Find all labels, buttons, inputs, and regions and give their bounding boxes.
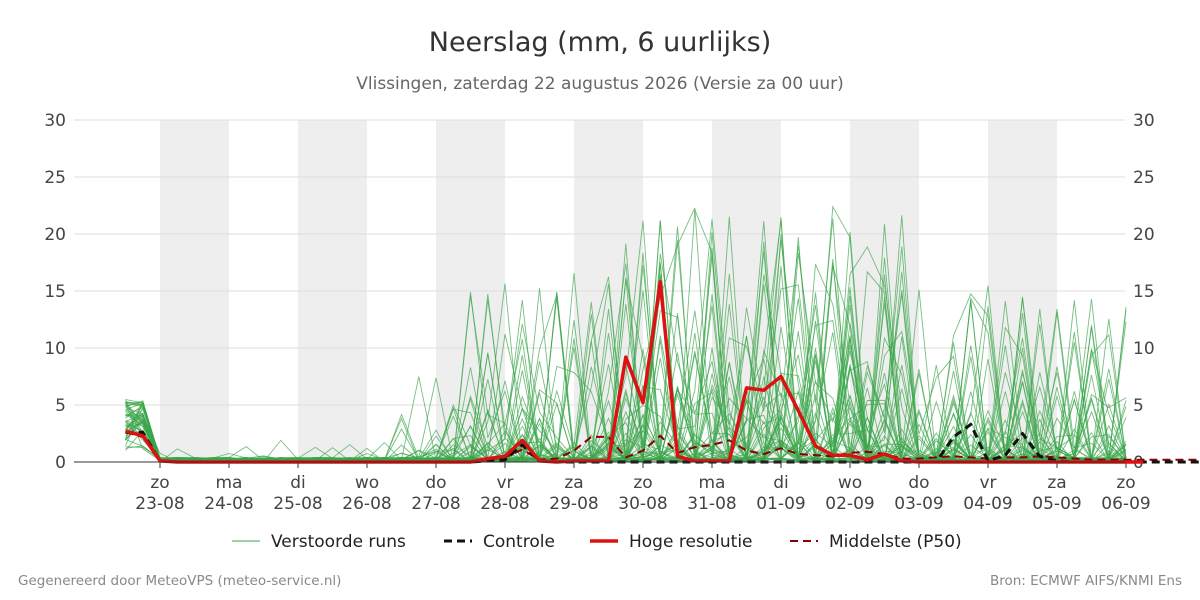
x-tick-date-23-08: 23-08 [135,494,184,514]
y-tick-left-15: 15 [44,282,66,302]
y-tick-right-15: 15 [1133,282,1155,302]
x-tick-date-28-08: 28-08 [480,494,529,514]
x-tick-date-24-08: 24-08 [204,494,253,514]
horizontal-gridlines [74,119,1125,406]
x-tick-date-27-08: 27-08 [411,494,460,514]
legend-label-hires: Hoge resolutie [629,532,753,552]
x-tick-day-24-08: ma [216,473,243,493]
x-tick-day-30-08: zo [633,473,652,493]
chart-title: Neerslag (mm, 6 uurlijks) [429,27,771,58]
x-tick-day-03-09: do [908,473,929,493]
y-tick-right-10: 10 [1133,339,1155,359]
x-tick-date-30-08: 30-08 [618,494,667,514]
x-tick-date-25-08: 25-08 [273,494,322,514]
x-tick-date-02-09: 02-09 [825,494,874,514]
x-tick-date-04-09: 04-09 [963,494,1012,514]
x-tick-day-02-09: wo [838,473,862,493]
x-tick-day-05-09: za [1047,473,1066,493]
y-tick-left-0: 0 [55,453,66,473]
legend-item-hires: Hoge resolutie [590,532,753,552]
footer-generator: Gegenereerd door MeteoVPS (meteo-service… [18,573,341,589]
x-tick-date-06-09: 06-09 [1101,494,1150,514]
x-tick-day-23-08: zo [150,473,169,493]
legend-item-control: Controle [444,532,555,552]
legend-item-perturbed: Verstoorde runs [232,532,406,552]
x-axis-ticks: zo23-08ma24-08di25-08wo26-08do27-08vr28-… [135,462,1151,514]
x-tick-day-06-09: zo [1116,473,1135,493]
x-tick-date-01-09: 01-09 [756,494,805,514]
x-tick-date-29-08: 29-08 [549,494,598,514]
x-tick-date-31-08: 31-08 [687,494,736,514]
legend-item-median: Middelste (P50) [790,532,962,552]
x-tick-day-27-08: do [425,473,446,493]
legend-label-control: Controle [483,532,555,552]
legend: Verstoorde runs Controle Hoge resolutie … [232,532,962,552]
footer-source: Bron: ECMWF AIFS/KNMI Ens [990,573,1182,589]
x-tick-day-26-08: wo [355,473,379,493]
x-tick-date-05-09: 05-09 [1032,494,1081,514]
y-tick-right-25: 25 [1133,168,1155,188]
y-tick-left-10: 10 [44,339,66,359]
y-tick-right-20: 20 [1133,225,1155,245]
y-tick-right-30: 30 [1133,111,1155,131]
ensemble-run-50 [125,243,1127,463]
chart-subtitle: Vlissingen, zaterdag 22 augustus 2026 (V… [356,74,843,94]
x-tick-day-31-08: ma [699,473,726,493]
y-tick-left-25: 25 [44,168,66,188]
x-tick-day-01-09: di [773,473,789,493]
x-tick-day-25-08: di [290,473,306,493]
x-tick-day-28-08: vr [496,473,513,493]
y-tick-left-30: 30 [44,111,66,131]
y-tick-left-20: 20 [44,225,66,245]
x-tick-day-29-08: za [564,473,583,493]
x-tick-date-03-09: 03-09 [894,494,943,514]
x-tick-day-04-09: vr [979,473,996,493]
legend-label-median: Middelste (P50) [829,532,962,552]
y-tick-right-5: 5 [1133,396,1144,416]
legend-label-perturbed: Verstoorde runs [271,532,406,552]
x-tick-date-26-08: 26-08 [342,494,391,514]
y-tick-left-5: 5 [55,396,66,416]
